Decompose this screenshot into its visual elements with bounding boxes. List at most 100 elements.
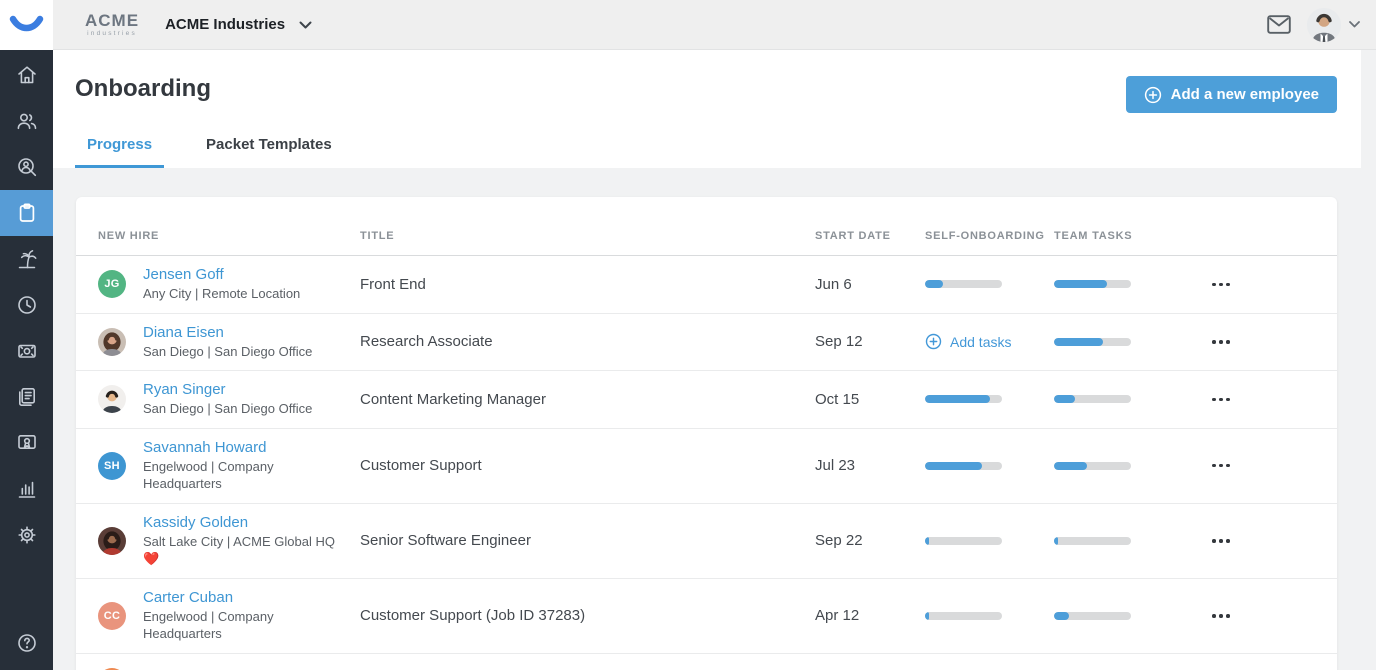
employee-name-link[interactable]: Diana Eisen: [143, 324, 312, 341]
help-icon: [15, 631, 39, 655]
team-tasks-progress-fill: [1054, 462, 1087, 470]
team-tasks-progress-fill: [1054, 338, 1103, 346]
sidebar-item-training[interactable]: [0, 420, 53, 466]
self-onboarding-progress-fill: [925, 462, 982, 470]
start-date: Apr 12: [815, 607, 925, 624]
mail-button[interactable]: [1267, 15, 1291, 34]
tab-progress[interactable]: Progress: [75, 136, 164, 168]
sidebar-item-payroll[interactable]: [0, 328, 53, 374]
row-menu-button[interactable]: [1210, 334, 1232, 350]
employee-location: Engelwood | Company Headquarters: [143, 458, 349, 493]
team-tasks-cell: [1054, 280, 1184, 288]
employee-avatar[interactable]: SH: [98, 452, 126, 480]
self-onboarding-cell: [925, 537, 1054, 545]
self-onboarding-progress-bar: [925, 537, 1002, 545]
sidebar-item-help[interactable]: [0, 620, 53, 666]
employee-avatar[interactable]: [98, 328, 126, 356]
employee-name-link[interactable]: Carter Cuban: [143, 589, 349, 606]
employee-avatar[interactable]: JG: [98, 270, 126, 298]
team-tasks-progress-bar: [1054, 537, 1131, 545]
table-row: CC Carter Cuban Engelwood | Company Head…: [76, 579, 1337, 654]
new-hire-cell: JG Jensen Goff Any City | Remote Locatio…: [98, 266, 360, 303]
row-menu-cell: [1184, 608, 1315, 624]
row-menu-cell: [1184, 458, 1315, 474]
row-menu-button[interactable]: [1210, 277, 1232, 293]
company-selector[interactable]: ACME Industries: [165, 16, 312, 33]
column-header-start-date: START DATE: [815, 230, 925, 242]
employee-name-link[interactable]: Savannah Howard: [143, 439, 349, 456]
column-header-title: TITLE: [360, 230, 815, 242]
table-row: Kassidy Golden Salt Lake City | ACME Glo…: [76, 504, 1337, 579]
banknote-icon: [15, 339, 39, 363]
sidebar-item-people[interactable]: [0, 98, 53, 144]
row-menu-button[interactable]: [1210, 608, 1232, 624]
palm-tree-icon: [15, 247, 39, 271]
row-menu-cell: [1184, 334, 1315, 350]
row-menu-button[interactable]: [1210, 392, 1232, 408]
table-row: Ryan Singer San Diego | San Diego Office…: [76, 371, 1337, 429]
table-row: JW Johnetta Wenzel: [76, 654, 1337, 670]
add-tasks-link[interactable]: Add tasks: [925, 333, 1054, 350]
column-header-new-hire: NEW HIRE: [98, 230, 360, 242]
employee-info: Kassidy Golden Salt Lake City | ACME Glo…: [143, 514, 349, 568]
employee-title: Customer Support: [360, 457, 815, 474]
team-tasks-cell: [1054, 395, 1184, 403]
sidebar-item-time-off[interactable]: [0, 236, 53, 282]
main-content: Onboarding Add a new employee Progress P…: [53, 50, 1376, 670]
home-icon: [15, 63, 39, 87]
employee-info: Diana Eisen San Diego | San Diego Office: [143, 324, 312, 361]
tab-packet-templates[interactable]: Packet Templates: [194, 136, 344, 168]
sidebar-item-onboarding[interactable]: [0, 190, 53, 236]
sidebar-item-settings[interactable]: [0, 512, 53, 558]
employee-title: Customer Support (Job ID 37283): [360, 607, 815, 624]
employee-title: Content Marketing Manager: [360, 391, 815, 408]
chevron-down-icon: [1349, 21, 1360, 28]
brand-title: ACME: [85, 12, 139, 29]
new-hire-cell: CC Carter Cuban Engelwood | Company Head…: [98, 589, 360, 643]
self-onboarding-progress-fill: [925, 395, 990, 403]
employee-title: Front End: [360, 276, 815, 293]
sidebar-item-recruiting[interactable]: [0, 144, 53, 190]
employee-avatar[interactable]: CC: [98, 602, 126, 630]
team-tasks-progress-bar: [1054, 395, 1131, 403]
employee-name-link[interactable]: Jensen Goff: [143, 266, 300, 283]
table-body: JG Jensen Goff Any City | Remote Locatio…: [76, 256, 1337, 670]
bar-chart-icon: [15, 477, 39, 501]
employee-avatar[interactable]: [98, 385, 126, 413]
team-tasks-progress-fill: [1054, 395, 1075, 403]
table-row: SH Savannah Howard Engelwood | Company H…: [76, 429, 1337, 504]
sidebar-item-home[interactable]: [0, 52, 53, 98]
app-logo[interactable]: [0, 0, 53, 50]
sidebar-nav: [0, 50, 53, 670]
row-menu-button[interactable]: [1210, 533, 1232, 549]
self-onboarding-progress-bar: [925, 395, 1002, 403]
team-tasks-cell: [1054, 338, 1184, 346]
sidebar-item-reports[interactable]: [0, 466, 53, 512]
sidebar-item-time-clock[interactable]: [0, 282, 53, 328]
new-hire-cell: SH Savannah Howard Engelwood | Company H…: [98, 439, 360, 493]
employee-info: Jensen Goff Any City | Remote Location: [143, 266, 300, 303]
mail-icon: [1267, 15, 1291, 34]
employee-info: Ryan Singer San Diego | San Diego Office: [143, 381, 312, 418]
table-row: Diana Eisen San Diego | San Diego Office…: [76, 314, 1337, 372]
page-header: Onboarding Add a new employee Progress P…: [53, 50, 1361, 168]
employee-avatar[interactable]: [98, 527, 126, 555]
team-tasks-progress-fill: [1054, 280, 1107, 288]
employee-name-link[interactable]: Kassidy Golden: [143, 514, 349, 531]
user-avatar[interactable]: [1307, 8, 1341, 42]
employee-title: Senior Software Engineer: [360, 532, 815, 549]
self-onboarding-cell: [925, 612, 1054, 620]
employee-name-link[interactable]: Ryan Singer: [143, 381, 312, 398]
sidebar-item-documents[interactable]: [0, 374, 53, 420]
team-tasks-cell: [1054, 537, 1184, 545]
employee-location: San Diego | San Diego Office: [143, 400, 312, 418]
start-date: Jul 23: [815, 457, 925, 474]
employee-location: Salt Lake City | ACME Global HQ❤️: [143, 533, 349, 568]
gear-icon: [15, 523, 39, 547]
user-menu-button[interactable]: [1349, 21, 1360, 28]
company-name: ACME Industries: [165, 16, 285, 33]
row-menu-button[interactable]: [1210, 458, 1232, 474]
column-header-self-onboarding: SELF-ONBOARDING: [925, 230, 1054, 242]
team-tasks-progress-bar: [1054, 612, 1131, 620]
add-employee-button[interactable]: Add a new employee: [1126, 76, 1337, 113]
